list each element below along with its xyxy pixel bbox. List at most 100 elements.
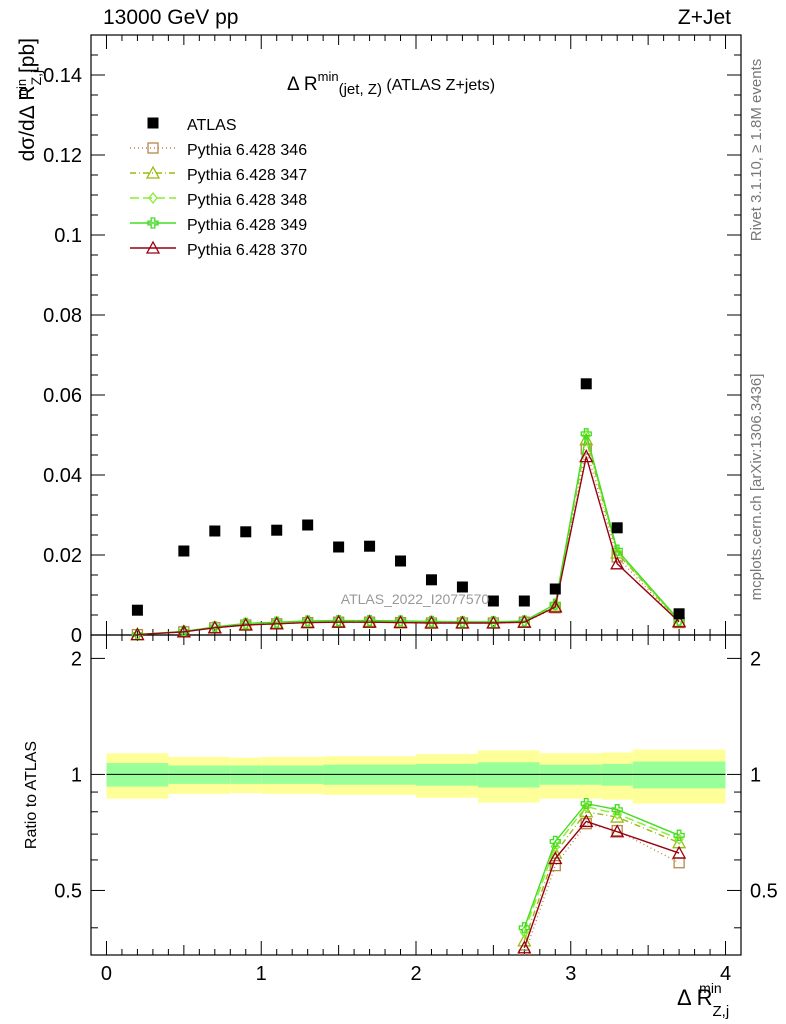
legend-label: Pythia 6.428 347 xyxy=(187,167,307,184)
ratio-point-marker xyxy=(518,922,530,934)
ratio-stat-uncertainty-band xyxy=(632,761,726,789)
ratio-y-tick-label-right: 2 xyxy=(750,648,761,670)
data-point-marker xyxy=(672,614,687,628)
atlas-data-point xyxy=(518,595,530,607)
y-tick-label: 0 xyxy=(71,625,82,647)
y-tick-label: 0.06 xyxy=(43,385,82,407)
legend-label: Pythia 6.428 370 xyxy=(187,242,307,259)
x-tick-label: 4 xyxy=(720,963,731,985)
ratio-y-tick-label: 2 xyxy=(71,648,82,670)
data-point-marker xyxy=(331,614,346,628)
data-point-marker xyxy=(207,620,222,634)
legend-label: Pythia 6.428 348 xyxy=(187,192,307,209)
analysis-watermark: ATLAS_2022_I2077570 xyxy=(341,591,490,607)
side-label-mcplots: mcplots.cern.ch [arXiv:1306.3436] xyxy=(748,374,765,601)
plot-title: Δ Rmin(jet, Z) (ATLAS Z+jets) xyxy=(287,69,495,98)
data-point-marker xyxy=(176,624,191,638)
data-point-marker xyxy=(269,616,284,630)
ratio-y-tick-label: 1 xyxy=(71,764,82,786)
ratio-point-marker xyxy=(517,940,532,954)
x-tick-label: 0 xyxy=(101,963,112,985)
atlas-data-point xyxy=(487,595,499,607)
data-point-marker xyxy=(486,615,501,629)
data-point-marker xyxy=(579,449,594,463)
data-point-marker xyxy=(550,598,561,612)
data-point-marker xyxy=(424,615,439,629)
atlas-data-point xyxy=(395,555,407,567)
ratio-point-marker xyxy=(549,835,561,848)
ratio-series-line xyxy=(523,822,680,955)
x-tick-label: 3 xyxy=(565,963,576,985)
ratio-series-line xyxy=(523,811,680,942)
legend-marker xyxy=(147,142,159,154)
ratio-point-marker xyxy=(579,814,594,828)
series-line xyxy=(137,433,680,636)
data-point-marker xyxy=(549,598,561,610)
header-right-label: Z+Jet xyxy=(677,6,731,29)
atlas-data-point xyxy=(178,545,190,557)
data-point-marker xyxy=(238,617,253,631)
data-point-marker xyxy=(362,614,377,628)
atlas-data-point xyxy=(240,526,252,538)
x-tick-label: 2 xyxy=(410,963,421,985)
ratio-point-marker xyxy=(611,804,623,816)
data-point-marker xyxy=(548,599,563,613)
atlas-data-point xyxy=(333,541,345,553)
data-point-marker xyxy=(393,615,408,629)
ratio-point-marker xyxy=(610,824,625,838)
data-point-marker xyxy=(580,443,592,455)
ratio-y-tick-label: 0.5 xyxy=(54,880,82,902)
y-tick-label: 0.04 xyxy=(43,465,82,487)
ratio-series-line xyxy=(523,820,680,949)
atlas-data-point xyxy=(456,581,468,593)
atlas-data-point xyxy=(425,574,437,586)
ratio-series-line xyxy=(523,802,680,929)
legend-label: ATLAS xyxy=(187,117,237,134)
ratio-y-tick-label-right: 1 xyxy=(750,764,761,786)
ratio-point-marker xyxy=(548,851,563,865)
ratio-point-marker xyxy=(518,949,530,955)
ratio-point-marker xyxy=(673,829,685,841)
legend-marker xyxy=(145,240,161,254)
y-tick-label: 0.12 xyxy=(43,145,82,167)
atlas-data-point xyxy=(271,524,283,536)
atlas-data-point xyxy=(673,608,685,620)
ratio-point-marker xyxy=(672,845,687,859)
header-left-label: 13000 GeV pp xyxy=(103,6,239,29)
legend-marker-atlas xyxy=(147,117,159,129)
atlas-data-point xyxy=(580,378,592,390)
side-label-rivet: Rivet 3.1.10, ≥ 1.8M events xyxy=(748,59,765,242)
data-point-marker xyxy=(130,627,145,641)
y-tick-label: 0.1 xyxy=(54,225,82,247)
y-tick-label: 0.14 xyxy=(43,65,82,87)
legend-label: Pythia 6.428 349 xyxy=(187,217,307,234)
data-point-marker xyxy=(300,615,315,629)
legend-marker xyxy=(145,165,161,179)
atlas-data-point xyxy=(364,540,376,552)
atlas-data-point xyxy=(302,519,314,531)
data-point-marker xyxy=(580,428,592,440)
ratio-point-marker xyxy=(580,818,592,830)
legend-label: Pythia 6.428 346 xyxy=(187,142,307,159)
atlas-data-point xyxy=(611,522,623,534)
data-point-marker xyxy=(610,556,625,570)
legend-marker xyxy=(148,191,158,205)
ratio-point-marker xyxy=(519,925,530,939)
data-point-marker xyxy=(517,614,532,628)
ratio-point-marker xyxy=(610,809,625,823)
y-tick-label: 0.08 xyxy=(43,305,82,327)
ratio-point-marker xyxy=(580,797,592,810)
atlas-data-point xyxy=(549,583,561,595)
x-axis-label: Δ RZ,jmin xyxy=(677,980,729,1020)
ratio-series-line xyxy=(523,805,680,933)
x-tick-label: 1 xyxy=(256,963,267,985)
y-axis-label: dσ/dΔ RZ,jmin [pb] xyxy=(14,38,44,161)
legend-marker xyxy=(147,217,159,229)
atlas-data-point xyxy=(209,525,221,537)
data-point-marker xyxy=(579,432,594,446)
series-line xyxy=(137,456,680,636)
y-tick-label: 0.02 xyxy=(43,545,82,567)
ratio-y-axis-label: Ratio to ATLAS xyxy=(23,741,40,849)
atlas-data-point xyxy=(131,604,143,616)
